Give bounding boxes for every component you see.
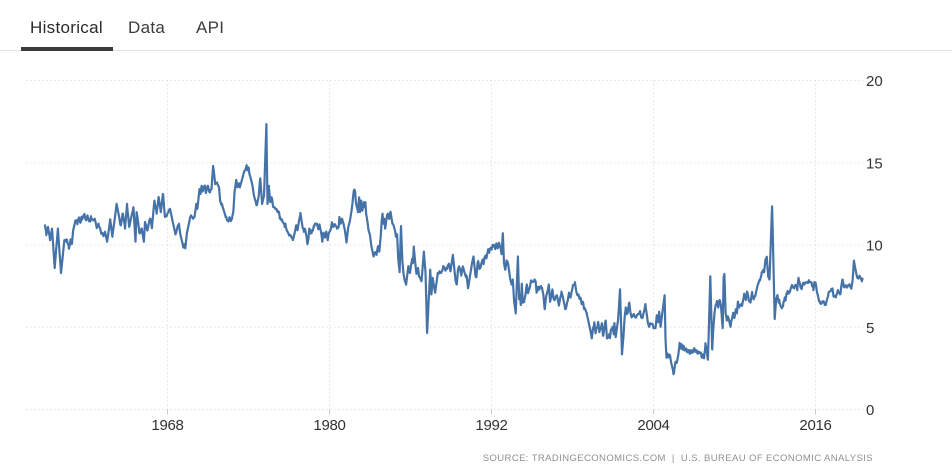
svg-text:1968: 1968 xyxy=(151,417,183,434)
svg-text:2016: 2016 xyxy=(799,417,831,434)
svg-text:1980: 1980 xyxy=(313,417,345,434)
svg-text:2004: 2004 xyxy=(637,417,669,434)
svg-text:1992: 1992 xyxy=(475,417,507,434)
svg-text:15: 15 xyxy=(866,155,883,172)
svg-text:5: 5 xyxy=(866,320,874,337)
svg-text:SOURCE: TRADINGECONOMICS.COM: SOURCE: TRADINGECONOMICS.COM | U.S. BURE… xyxy=(483,453,873,464)
svg-text:20: 20 xyxy=(866,73,883,90)
svg-text:0: 0 xyxy=(866,402,874,419)
svg-text:10: 10 xyxy=(866,238,883,255)
